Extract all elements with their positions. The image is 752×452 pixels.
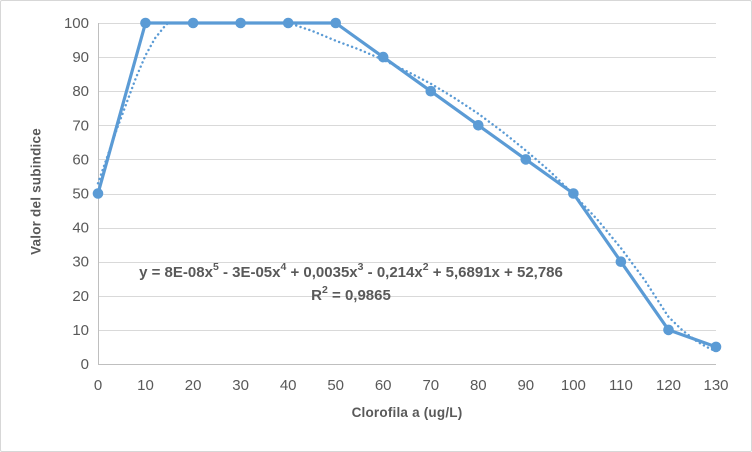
y-axis-title: Valor del subindice (28, 128, 44, 255)
y-tick-label: 100 (64, 15, 89, 32)
data-point-marker[interactable] (140, 17, 151, 29)
x-tick-label: 90 (517, 377, 534, 394)
y-tick-label: 0 (81, 356, 89, 373)
x-tick-label: 100 (561, 377, 586, 394)
x-tick-label: 20 (185, 377, 202, 394)
data-point-marker[interactable] (473, 120, 484, 131)
x-tick-label: 0 (94, 377, 102, 394)
data-point-marker[interactable] (92, 188, 104, 199)
data-point-marker[interactable] (663, 324, 674, 336)
y-tick-label: 40 (72, 220, 89, 237)
x-tick-label: 130 (703, 377, 728, 394)
x-tick-label: 110 (609, 377, 633, 394)
x-tick-label: 10 (137, 377, 154, 394)
trendline-equation[interactable]: y = 8E-08x5 - 3E-05x4 + 0,0035x3 - 0,214… (101, 261, 601, 307)
y-tick-label: 50 (72, 186, 89, 203)
x-tick-label: 40 (280, 377, 297, 394)
y-tick-label: 60 (72, 151, 89, 168)
data-point-marker[interactable] (615, 256, 627, 267)
trendline-dotted[interactable] (96, 4, 718, 353)
data-point-marker[interactable] (520, 154, 532, 165)
y-tick-label: 10 (72, 322, 89, 339)
trendline-r-squared: R2 = 0,9865 (311, 284, 391, 304)
data-point-marker[interactable] (187, 17, 199, 29)
data-point-marker[interactable] (377, 51, 389, 63)
y-tick-label: 30 (72, 254, 89, 271)
y-tick-label: 80 (72, 83, 89, 100)
series-line[interactable] (96, 21, 718, 349)
y-tick-label: 70 (72, 117, 89, 134)
y-tick-label: 20 (72, 288, 89, 305)
data-point-marker[interactable] (425, 85, 437, 97)
data-point-marker[interactable] (330, 17, 342, 29)
y-tick-label: 90 (72, 49, 89, 66)
x-tick-label: 80 (470, 377, 487, 394)
x-tick-label: 30 (232, 377, 249, 394)
x-tick-label: 120 (656, 377, 681, 394)
x-tick-label: 60 (375, 377, 392, 394)
trendline-equation-line1: y = 8E-08x5 - 3E-05x4 + 0,0035x3 - 0,214… (139, 261, 563, 281)
x-tick-label: 70 (422, 377, 439, 394)
x-axis-title: Clorofila a (ug/L) (351, 405, 463, 420)
x-tick-label: 50 (327, 377, 344, 394)
data-point-marker[interactable] (235, 17, 246, 29)
